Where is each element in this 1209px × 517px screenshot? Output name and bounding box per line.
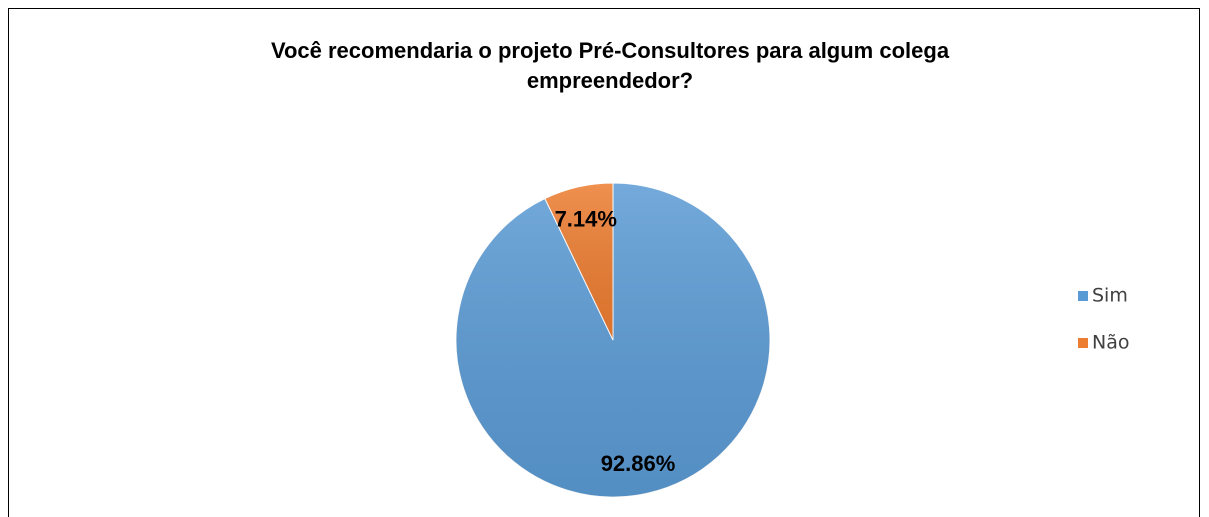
legend-label: Não [1092, 332, 1129, 354]
chart-title: Você recomendaria o projeto Pré-Consulto… [271, 38, 950, 93]
data-label: 7.14% [555, 206, 617, 231]
data-label: 92.86% [601, 451, 676, 476]
legend-swatch [1078, 338, 1088, 348]
legend-swatch [1078, 291, 1088, 301]
legend-label: Sim [1092, 285, 1128, 307]
